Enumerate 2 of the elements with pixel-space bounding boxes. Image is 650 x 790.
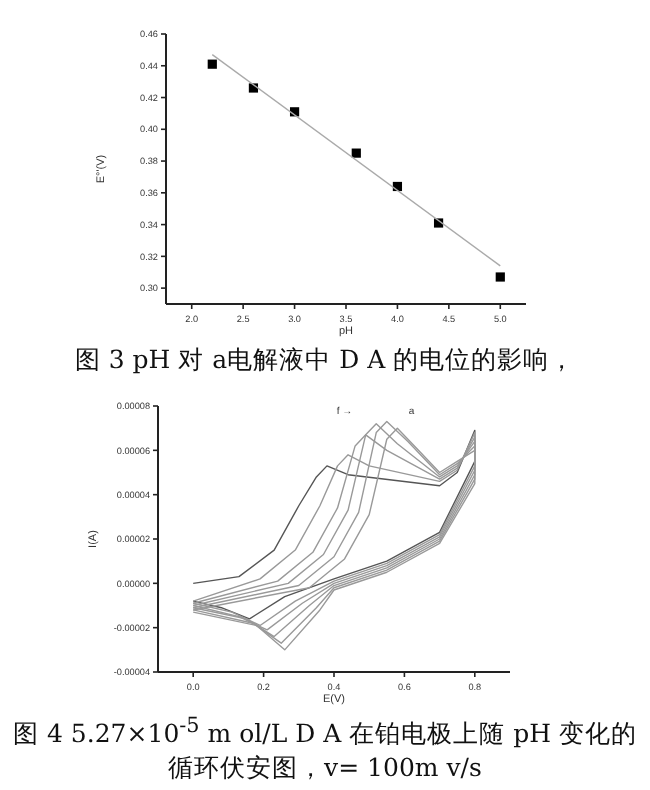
text: 图 3 pH 对 a电解液中 D A 的电位的影响， xyxy=(72,342,578,376)
text: 图 4 5.27×10$^{-5}$ m ol/L D A 在铂电极上随 pH 变化的循环伏安图，v= 100m v/s xyxy=(11,712,639,785)
